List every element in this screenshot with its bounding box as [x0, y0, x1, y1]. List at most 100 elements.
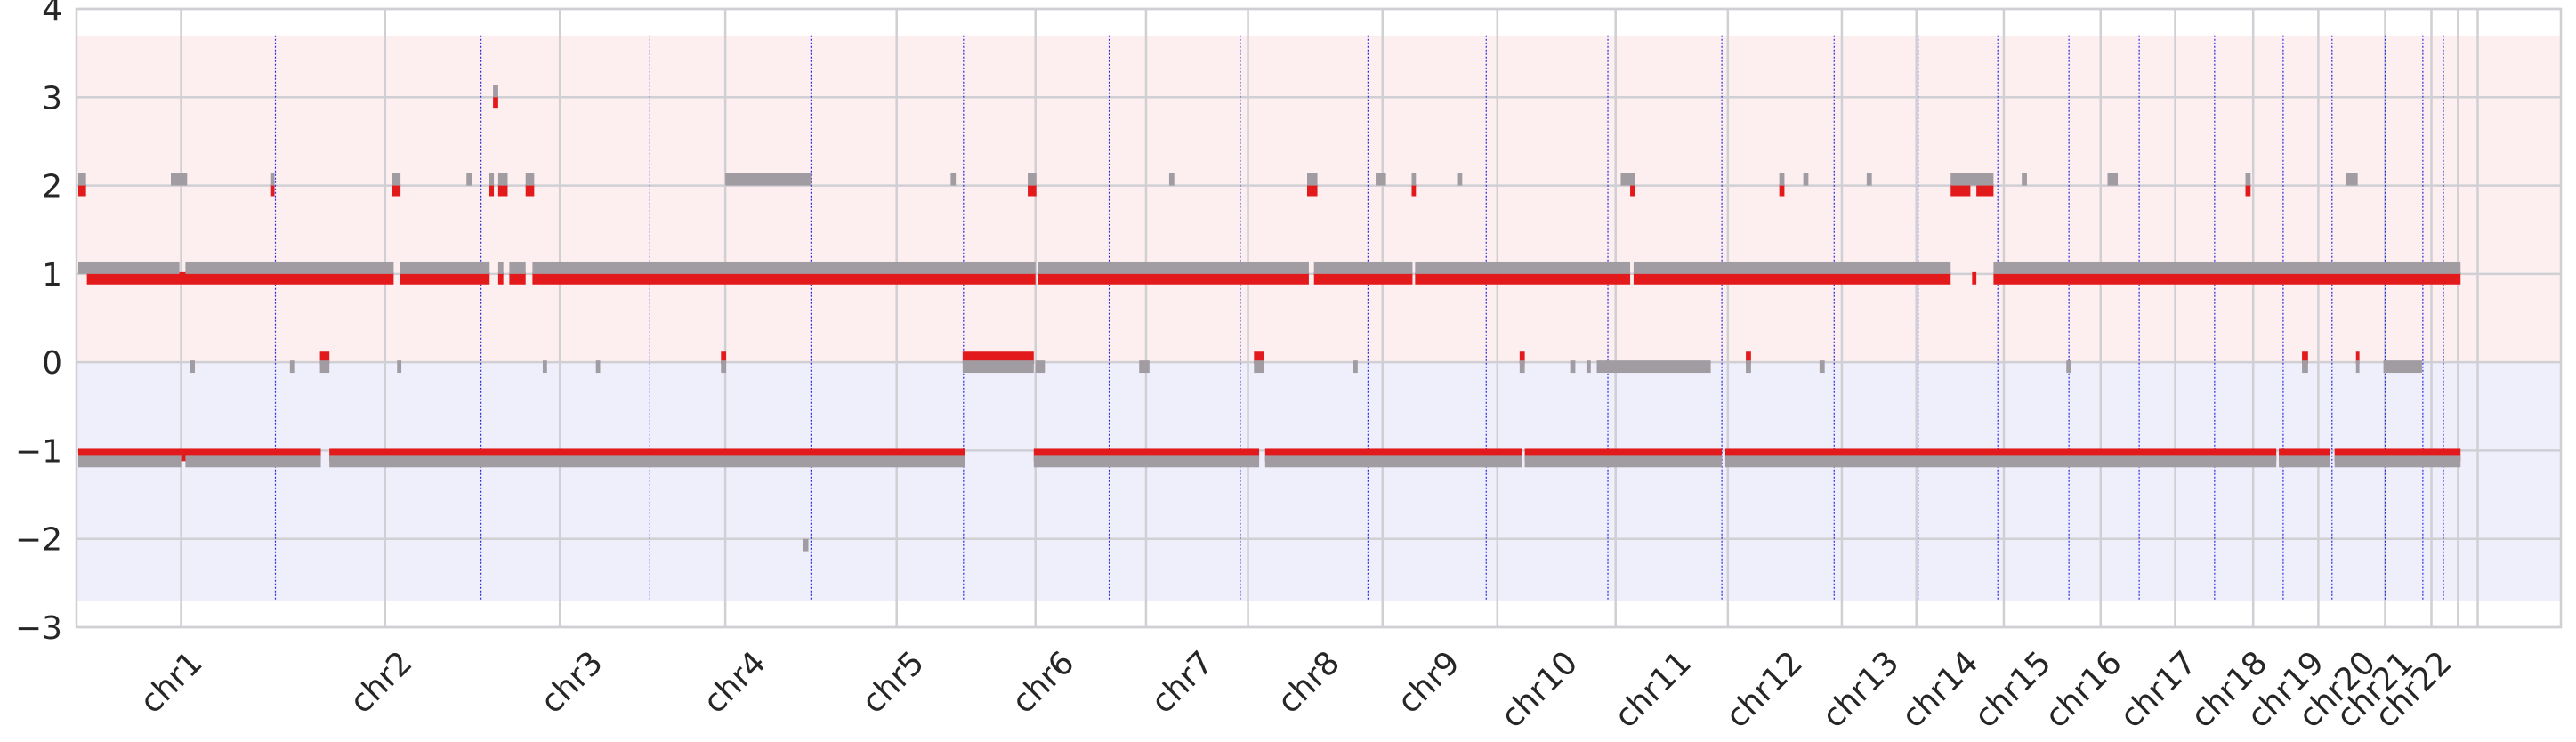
segment-bar	[329, 455, 965, 468]
segment-bar	[397, 360, 402, 374]
x-tick-label: chr11	[1608, 644, 1699, 735]
segment-bar	[489, 173, 495, 186]
segment-bar	[270, 183, 275, 197]
y-tick-label: −1	[15, 433, 62, 470]
segment-bar	[1519, 351, 1525, 365]
segment-bar	[2022, 173, 2027, 186]
segment-bar	[78, 261, 180, 274]
segment-bar	[2245, 173, 2251, 186]
segment-bar	[1264, 455, 1522, 468]
segment-bar	[1779, 173, 1785, 186]
segment-bar	[1993, 261, 2461, 274]
x-tick-label: chr7	[1144, 644, 1221, 721]
plot-frame	[75, 7, 2563, 629]
y-tick-label: 4	[42, 0, 62, 28]
segment-bar	[2302, 360, 2308, 374]
segment-bar	[185, 455, 321, 468]
segment-bar	[2107, 173, 2119, 186]
segment-bar	[1313, 261, 1413, 274]
segment-bar	[1415, 261, 1631, 274]
y-axis: −3 −2 −1 0 1 2 3 4	[15, 0, 62, 647]
y-tick-label: −3	[15, 610, 62, 647]
segment-bar	[1620, 173, 1635, 186]
segment-bar	[1411, 183, 1417, 197]
x-tick-label: chr1	[133, 644, 210, 721]
segment-bar	[525, 183, 535, 197]
segment-bar	[1779, 183, 1785, 197]
x-tick-label: chr2	[343, 644, 420, 721]
segment-bar	[1306, 173, 1318, 186]
segment-bar	[1950, 173, 1994, 186]
x-tick-label: chr12	[1719, 644, 1810, 735]
gain-band	[77, 35, 2561, 363]
segment-bar	[1415, 271, 1631, 285]
series-secondary	[78, 85, 2461, 552]
segment-bar	[542, 360, 547, 374]
segment-bar	[1254, 351, 1264, 365]
segment-bar	[721, 351, 727, 365]
segment-bar	[190, 360, 195, 374]
x-tick-label: chr16	[2039, 644, 2129, 735]
segment-bar	[532, 271, 1036, 285]
segment-bar	[78, 183, 86, 197]
segment-bar	[2066, 360, 2071, 374]
x-tick-label: chr10	[1494, 644, 1585, 735]
segment-bar	[497, 271, 504, 285]
segment-bar	[509, 261, 526, 274]
segment-bar	[1972, 271, 1977, 285]
segment-bar	[595, 360, 601, 374]
segment-bar	[497, 183, 508, 197]
segment-bar	[392, 183, 401, 197]
segment-bar	[392, 173, 401, 186]
segment-bar	[1746, 360, 1751, 374]
segment-bar	[803, 538, 809, 552]
x-tick-label: chr14	[1894, 644, 1985, 735]
segment-bar	[493, 85, 498, 98]
segment-bar	[1254, 360, 1264, 374]
x-tick-label: chr6	[1005, 644, 1082, 721]
segment-bar	[493, 95, 498, 109]
segment-bar	[2355, 351, 2360, 365]
segment-bar	[497, 173, 508, 186]
x-axis: chr1 chr2 chr3 chr4 chr5 chr6 chr7 chr8 chr9 chr1…	[133, 644, 2459, 735]
y-tick-label: 1	[42, 257, 62, 294]
segment-bar	[1724, 455, 2277, 468]
segment-bar	[1950, 183, 1971, 197]
segment-bar	[1457, 173, 1463, 186]
x-tick-label: chr9	[1391, 644, 1467, 721]
segment-bar	[78, 173, 86, 186]
segment-bar	[1038, 261, 1309, 274]
segment-bar	[400, 271, 490, 285]
y-tick-label: 0	[42, 345, 62, 382]
segment-bar	[1746, 351, 1751, 365]
segment-bar	[950, 173, 957, 186]
segment-bar	[532, 261, 1036, 274]
x-tick-label: chr5	[855, 644, 932, 721]
segment-bar	[2302, 351, 2308, 365]
segment-bar	[78, 455, 182, 468]
segment-bar	[497, 261, 504, 274]
segment-bar	[1630, 183, 1635, 197]
segment-bar	[489, 183, 495, 197]
y-tick-label: −2	[15, 522, 62, 559]
segment-bar	[1028, 183, 1037, 197]
segment-bar	[2334, 455, 2461, 468]
segment-bar	[2383, 360, 2422, 374]
segment-bar	[1570, 360, 1576, 374]
x-tick-label: chr17	[2113, 644, 2204, 735]
segment-bar	[289, 360, 295, 374]
segment-bar	[1633, 261, 1951, 274]
segment-bar	[725, 173, 812, 186]
segment-bar	[319, 351, 330, 365]
segment-bar	[1139, 360, 1150, 374]
segment-bar	[2245, 183, 2251, 197]
segment-bar	[1035, 360, 1046, 374]
segment-bar	[1033, 455, 1260, 468]
x-tick-label: chr13	[1815, 644, 1906, 735]
segment-bar	[319, 360, 330, 374]
x-tick-label: chr4	[697, 644, 773, 721]
segment-bar	[1306, 183, 1318, 197]
segment-bar	[400, 261, 490, 274]
loss-band	[77, 362, 2561, 601]
